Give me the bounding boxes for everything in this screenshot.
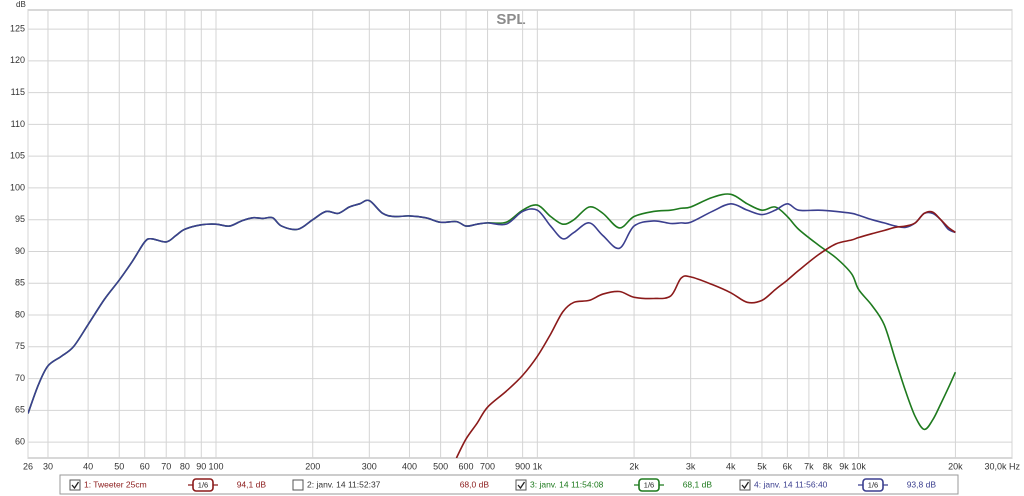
legend-checkbox[interactable] — [292, 479, 304, 491]
x-tick-label: 200 — [305, 461, 320, 471]
x-tick-label: 500 — [433, 461, 448, 471]
x-tick-label: 100 — [208, 461, 223, 471]
x-tick-label: 70 — [161, 461, 171, 471]
legend-level: 68,1 dB — [683, 479, 713, 489]
legend-item: 1: Tweeter 25cm 1/6 94,1 dB — [69, 478, 267, 492]
smoothing-badge[interactable] — [862, 478, 884, 492]
x-tick-label: 300 — [362, 461, 377, 471]
y-tick-label: 70 — [15, 373, 25, 383]
y-tick-label: 100 — [10, 182, 25, 192]
legend-box — [59, 474, 959, 495]
smoothing-label: 1/6 — [868, 480, 878, 489]
legend-checkbox[interactable] — [739, 479, 751, 491]
legend-label: 2: janv. 14 11:52:37 — [307, 479, 381, 489]
legend-label: 1: Tweeter 25cm — [84, 479, 147, 489]
smoothing-label: 1/6 — [644, 480, 654, 489]
x-tick-label: 4k — [726, 461, 736, 471]
x-tick-label: 30 — [43, 461, 53, 471]
x-tick-label: 60 — [140, 461, 150, 471]
legend-checkbox[interactable] — [515, 479, 527, 491]
legend-item: 3: janv. 14 11:54:08 1/6 68,1 dB — [515, 478, 713, 492]
x-tick-label: 700 — [480, 461, 495, 471]
x-tick-label: 90 — [196, 461, 206, 471]
legend-item: 4: janv. 14 11:56:40 1/6 93,8 dB — [739, 478, 937, 492]
legend-checkbox[interactable] — [69, 479, 81, 491]
x-tick-label: 6k — [783, 461, 793, 471]
y-tick-label: 110 — [11, 119, 25, 129]
legend-label: 4: janv. 14 11:56:40 — [754, 479, 828, 489]
checkmark — [517, 481, 526, 490]
y-tick-label: 105 — [10, 151, 25, 161]
legend-level: 68,0 dB — [460, 479, 490, 489]
plot-area — [27, 9, 1013, 459]
chart-title: SPL — [496, 11, 525, 28]
y-tick-label: 60 — [15, 436, 25, 446]
series-line — [455, 210, 956, 458]
y-tick-label: 85 — [15, 278, 25, 288]
x-tick-label: 900 — [515, 461, 530, 471]
x-tick-label: 30,0k Hz — [984, 461, 1020, 471]
series-line — [28, 199, 956, 414]
y-tick-label: 120 — [10, 55, 25, 65]
x-tick-label: 26 — [23, 461, 33, 471]
x-tick-label: 10k — [851, 461, 866, 471]
y-tick-label: 80 — [15, 309, 25, 319]
checkmark — [71, 481, 80, 490]
x-tick-label: 600 — [459, 461, 474, 471]
y-tick-label: 90 — [15, 246, 25, 256]
x-tick-label: 80 — [180, 461, 190, 471]
legend-level: 94,1 dB — [237, 479, 267, 489]
x-tick-label: 8k — [823, 461, 833, 471]
x-tick-label: 5k — [757, 461, 767, 471]
x-tick-label: 2k — [629, 461, 639, 471]
x-tick-label: 3k — [686, 461, 696, 471]
y-tick-label: 125 — [10, 23, 25, 33]
y-tick-label: 65 — [15, 405, 25, 415]
x-tick-label: 20k — [948, 461, 963, 471]
y-axis-label: dB — [16, 0, 26, 9]
checkmark — [741, 481, 750, 490]
smoothing-badge[interactable] — [638, 478, 660, 492]
x-tick-label: 50 — [114, 461, 124, 471]
x-tick-label: 7k — [804, 461, 814, 471]
legend-label: 3: janv. 14 11:54:08 — [530, 479, 604, 489]
y-tick-label: 95 — [15, 214, 25, 224]
legend-level: 93,8 dB — [907, 479, 937, 489]
x-tick-label: 1k — [533, 461, 543, 471]
y-tick-label: 75 — [15, 341, 25, 351]
x-tick-label: 400 — [402, 461, 417, 471]
y-tick-label: 115 — [11, 87, 25, 97]
smoothing-badge[interactable] — [192, 478, 214, 492]
smoothing-label: 1/6 — [198, 480, 208, 489]
legend-item: 2: janv. 14 11:52:37 68,0 dB — [292, 479, 490, 491]
x-tick-label: 9k — [839, 461, 849, 471]
x-tick-label: 40 — [83, 461, 93, 471]
